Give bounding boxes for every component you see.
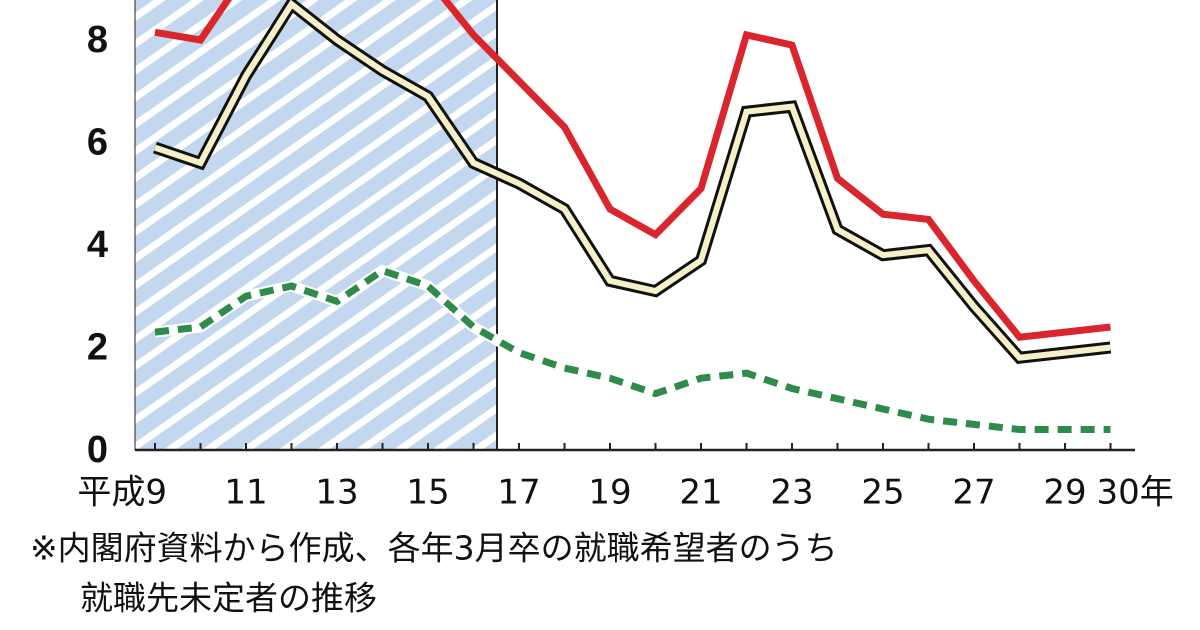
x-tick-label: 15: [406, 473, 449, 513]
x-tick-label: 11: [224, 473, 267, 513]
note: ※内閣府資料から作成、各年3月卒の就職希望者のうち: [30, 529, 838, 568]
x-tick-label: 27: [952, 473, 995, 513]
x-tick-label: 29: [1043, 473, 1086, 513]
x-tick-label: 25: [861, 473, 904, 513]
x-tick-label: 30年: [1097, 473, 1174, 513]
x-tick-label: 23: [770, 473, 813, 513]
line: [154, 266, 1111, 433]
line: [154, 0, 1111, 361]
x-tick-label: 13: [315, 473, 358, 513]
note: 就職先未定者の推移: [80, 579, 377, 618]
line: [154, 0, 1111, 341]
shaded-period: [135, 0, 497, 450]
x-tick-label: 19: [588, 473, 631, 513]
y-tick-label: 4: [87, 224, 108, 266]
y-tick-label: 2: [87, 327, 108, 369]
x-tick-label: 平成9: [77, 473, 167, 513]
y-tick-label: 0: [87, 429, 108, 471]
x-tick-label: 21: [679, 473, 722, 513]
x-tick-label: 17: [497, 473, 540, 513]
y-tick-label: 6: [87, 122, 108, 164]
y-tick-label: 8: [87, 19, 108, 61]
